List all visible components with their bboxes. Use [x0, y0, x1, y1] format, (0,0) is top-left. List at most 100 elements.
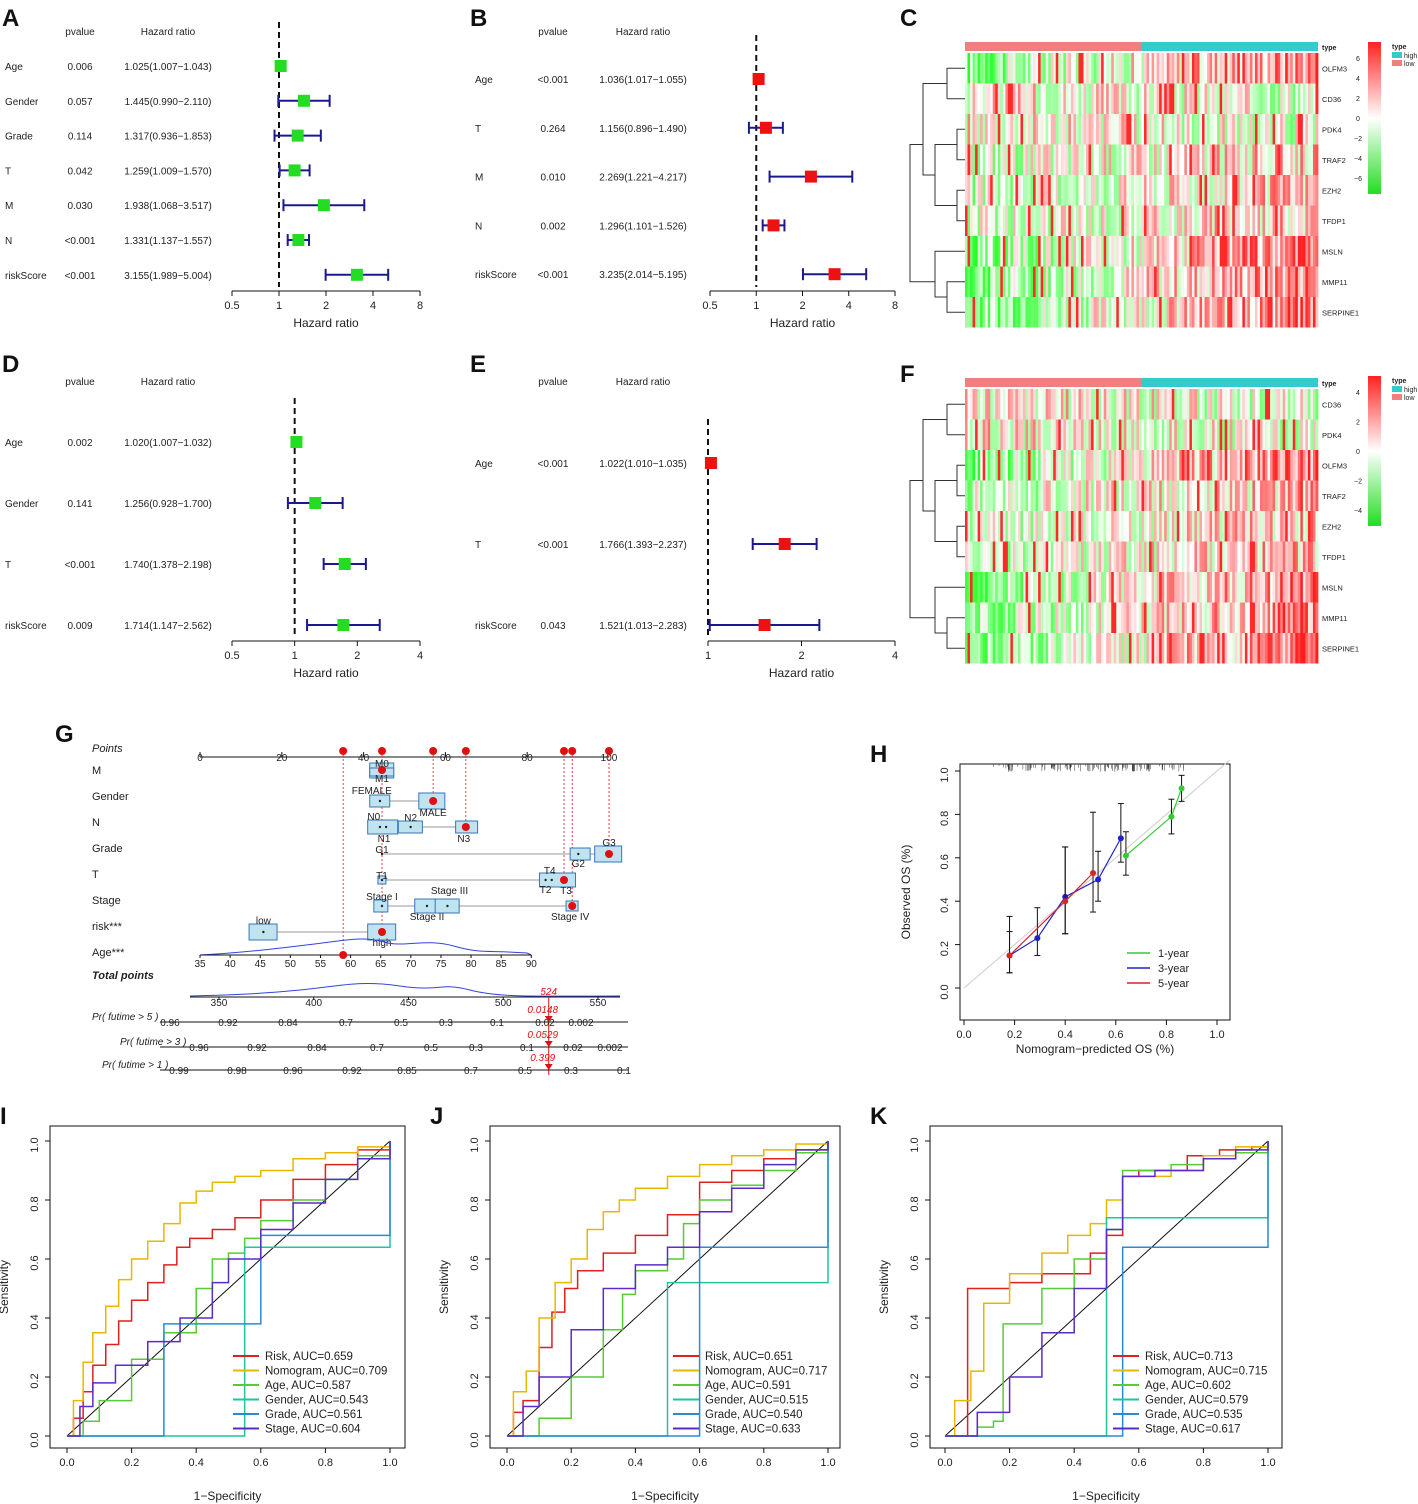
heat-cell: [1118, 205, 1122, 236]
heat-cell: [1305, 236, 1309, 267]
heat-cell: [1151, 144, 1155, 175]
heat-cell: [1312, 602, 1316, 633]
heat-cell: [1227, 633, 1231, 664]
forest-row-pvalue: 0.114: [68, 132, 93, 143]
heat-cell: [1113, 633, 1117, 664]
heat-cell: [1007, 144, 1011, 175]
heat-cell: [1179, 175, 1183, 206]
heat-cell: [1002, 541, 1006, 572]
heat-cell: [1297, 450, 1301, 481]
gene-label: MSLN: [1322, 247, 1343, 256]
heat-cell: [1305, 541, 1309, 572]
heat-cell: [1169, 419, 1173, 450]
heat-cell: [997, 114, 1001, 145]
heat-cell: [1043, 572, 1047, 603]
heat-cell: [1060, 53, 1064, 84]
heat-cell: [967, 633, 971, 664]
heat-cell: [1000, 114, 1004, 145]
heat-cell: [1007, 114, 1011, 145]
heat-cell: [1176, 236, 1180, 267]
heat-cell: [1010, 266, 1014, 297]
heat-cell: [1280, 419, 1284, 450]
heat-cell: [1126, 266, 1130, 297]
heat-cell: [1287, 205, 1291, 236]
heat-cell: [1065, 144, 1069, 175]
heat-cell: [1017, 205, 1021, 236]
calibration-point: [1178, 785, 1185, 792]
heat-cell: [1307, 53, 1311, 84]
heat-cell: [1297, 53, 1301, 84]
panel-letter-K: K: [870, 1103, 888, 1130]
forest-row-hr-text: 1.331(1.137−1.557): [124, 236, 212, 247]
heat-cell: [1141, 419, 1145, 450]
heat-cell: [990, 266, 994, 297]
heat-cell: [1227, 175, 1231, 206]
heat-cell: [1214, 175, 1218, 206]
heat-cell: [1010, 236, 1014, 267]
heat-cell: [1045, 144, 1049, 175]
heat-cell: [1060, 602, 1064, 633]
heat-cell: [1073, 389, 1077, 420]
heat-cell: [1108, 266, 1112, 297]
total-tick-label: 550: [590, 998, 607, 1009]
heat-cell: [1030, 541, 1034, 572]
total-points-label: Total points: [92, 970, 154, 982]
heat-cell: [1000, 53, 1004, 84]
heat-cell: [1194, 175, 1198, 206]
heat-cell: [1174, 53, 1178, 84]
x-tick-label: 1.0: [382, 1457, 397, 1469]
heat-cell: [985, 297, 989, 328]
roc-curve-nomogram: [67, 1141, 391, 1437]
heat-cell: [1247, 236, 1251, 267]
heat-cell: [1096, 83, 1100, 114]
heat-cell: [1239, 83, 1243, 114]
heat-cell: [1249, 389, 1253, 420]
heat-cell: [1040, 205, 1044, 236]
heat-cell: [1015, 541, 1019, 572]
legend-label: Stage, AUC=0.633: [705, 1424, 801, 1436]
heat-cell: [1063, 236, 1067, 267]
legend-label: 5-year: [1158, 978, 1190, 990]
heat-cell: [1002, 205, 1006, 236]
heat-cell: [1075, 53, 1079, 84]
heat-cell: [1209, 175, 1213, 206]
heat-cell: [1277, 419, 1281, 450]
heat-cell: [1088, 205, 1092, 236]
heat-cell: [1184, 389, 1188, 420]
heat-cell: [1012, 297, 1016, 328]
heat-cell: [1194, 266, 1198, 297]
heat-cell: [1272, 480, 1276, 511]
heat-cell: [1257, 541, 1261, 572]
heat-cell: [1302, 266, 1306, 297]
heat-cell: [1123, 602, 1127, 633]
heat-cell: [977, 633, 981, 664]
heat-cell: [1053, 602, 1057, 633]
gene-label: MMP11: [1322, 278, 1347, 287]
heat-cell: [1305, 53, 1309, 84]
heat-cell: [1000, 175, 1004, 206]
heat-cell: [1169, 83, 1173, 114]
heat-cell: [1040, 572, 1044, 603]
heat-cell: [1237, 480, 1241, 511]
heat-cell: [1070, 53, 1074, 84]
heat-cell: [1159, 450, 1163, 481]
heat-cell: [1310, 511, 1314, 542]
heat-cell: [1088, 266, 1092, 297]
heat-cell: [1171, 175, 1175, 206]
heat-cell: [965, 572, 968, 603]
heat-cell: [977, 389, 981, 420]
heat-cell: [1055, 480, 1059, 511]
heat-cell: [1217, 53, 1221, 84]
heat-cell: [1270, 205, 1274, 236]
selected-category: [378, 766, 387, 774]
heat-cell: [1149, 236, 1152, 267]
probability-tick-label: 0.5: [518, 1066, 532, 1077]
heat-cell: [1315, 419, 1319, 450]
heat-cell: [1022, 419, 1026, 450]
heat-cell: [987, 144, 991, 175]
heat-cell: [1257, 419, 1261, 450]
category-label: FEMALE: [352, 786, 392, 797]
heat-cell: [1123, 450, 1127, 481]
heat-cell: [1017, 633, 1021, 664]
heat-cell: [1315, 236, 1319, 267]
